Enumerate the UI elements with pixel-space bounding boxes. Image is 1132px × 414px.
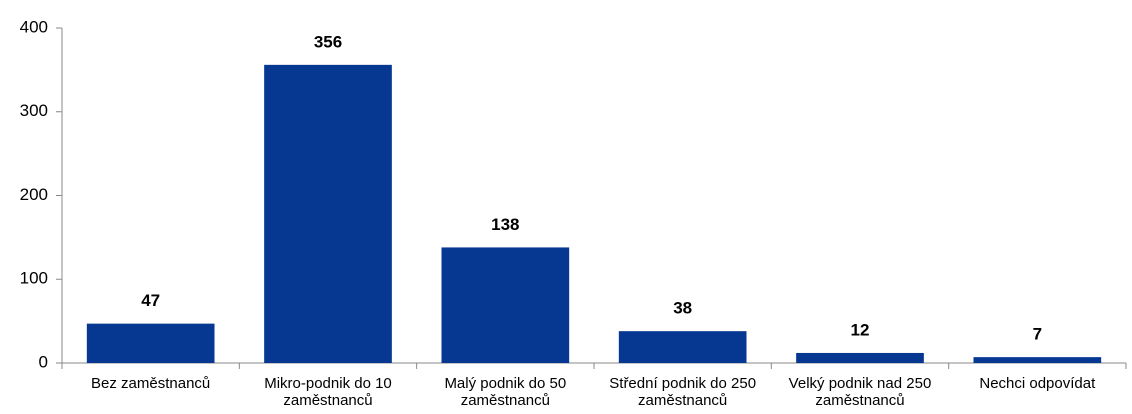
bar xyxy=(973,357,1102,363)
value-label: 12 xyxy=(851,320,870,339)
y-tick-label: 300 xyxy=(20,101,48,120)
bar xyxy=(796,352,924,363)
value-label: 356 xyxy=(314,32,342,51)
y-tick-label: 100 xyxy=(20,269,48,288)
x-tick-label: Malý podnik do 50 zaměstnanců xyxy=(444,375,567,409)
x-tick-label: Mikro-podnik do 10 zaměstnanců xyxy=(264,375,392,409)
y-tick-label: 400 xyxy=(20,17,48,36)
x-tick-label: Velký podnik nad 250 zaměstnanců xyxy=(788,375,932,409)
value-label: 138 xyxy=(491,215,519,234)
x-tick-label: Nechci odpovídat xyxy=(979,375,1096,392)
bar xyxy=(264,64,392,363)
value-label: 7 xyxy=(1033,325,1042,344)
value-label: 38 xyxy=(673,299,692,318)
x-tick-label: Bez zaměstnanců xyxy=(91,375,211,392)
value-label: 47 xyxy=(141,291,160,310)
y-tick-label: 0 xyxy=(39,352,48,371)
bar xyxy=(86,323,215,363)
x-tick-label: Střední podnik do 250 zaměstnanců xyxy=(609,375,757,409)
y-tick-label: 200 xyxy=(20,185,48,204)
bar xyxy=(618,331,747,363)
bar xyxy=(441,247,570,363)
